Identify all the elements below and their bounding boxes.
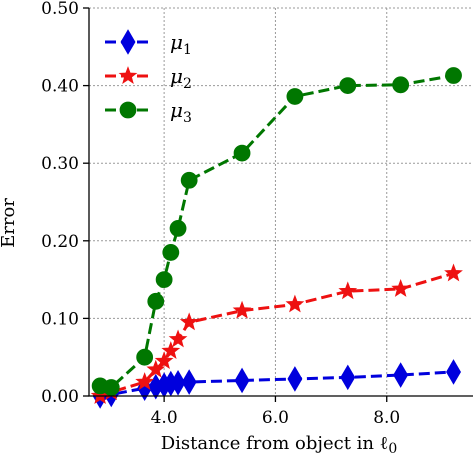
series-layer (90, 67, 463, 409)
series-2-point (168, 329, 188, 348)
series-3-point (180, 171, 198, 189)
series-1-point (446, 359, 461, 385)
series-3-point (136, 348, 154, 366)
x-tick-label: 6.0 (262, 408, 289, 428)
series-2-point (179, 312, 199, 331)
series-2-point (154, 351, 174, 370)
series-3-point (169, 219, 187, 237)
legend-label-symbol: μ (170, 30, 183, 54)
y-tick-label: 0.00 (41, 387, 79, 407)
series-2-point (146, 359, 166, 378)
series-2-point (135, 372, 155, 390)
y-axis-label: Error (0, 198, 19, 248)
grid (89, 7, 473, 397)
legend-label-symbol: μ (170, 98, 183, 122)
series-3-point (162, 244, 180, 261)
series-1-point (181, 369, 197, 395)
series-1-point (287, 366, 303, 392)
series-2-point (338, 281, 358, 300)
tick-labels: 0.00 0.10 0.20 0.30 0.40 0.50 4.0 6.0 8.0 (41, 0, 400, 428)
y-tick-label: 0.30 (41, 154, 79, 174)
series-2-point (161, 341, 181, 359)
y-tick-label: 0.50 (41, 0, 79, 19)
series-1-point (340, 364, 356, 391)
legend-label-symbol: μ (170, 64, 183, 88)
legend-marker (120, 29, 136, 55)
legend-item-2: μ2 (105, 64, 192, 92)
y-tick-label: 0.20 (41, 232, 79, 252)
legend-item-3: μ3 (105, 98, 192, 126)
legend-label: μ2 (170, 64, 192, 92)
legend-label-subscript: 1 (183, 42, 192, 58)
legend-label-subscript: 2 (183, 76, 192, 92)
legend-marker (118, 66, 138, 84)
x-tick-label: 4.0 (151, 408, 178, 428)
series-3-point (102, 379, 120, 396)
legend-label: μ3 (170, 98, 192, 126)
x-axis-label-text: Distance from object in ℓ (161, 433, 389, 454)
series-3-point (147, 292, 165, 310)
y-tick-label: 0.40 (41, 77, 79, 97)
series-3 (91, 67, 462, 396)
legend-label-subscript: 3 (183, 110, 192, 126)
legend-item-1: μ1 (105, 29, 192, 58)
x-tick-label: 8.0 (373, 408, 400, 428)
legend-label: μ1 (170, 30, 192, 58)
series-3-point (392, 76, 410, 94)
series-1-point (393, 362, 409, 388)
series-2-point (391, 279, 411, 297)
series-1-point (234, 367, 250, 394)
series-3-point (286, 88, 304, 105)
x-axis-label-subscript: 0 (388, 441, 397, 457)
series-3-point (445, 67, 462, 84)
y-tick-label: 0.10 (41, 309, 79, 329)
series-2 (90, 263, 463, 404)
series-2-point (444, 263, 463, 282)
x-axis-label: Distance from object in ℓ0 (161, 433, 398, 457)
legend-marker (119, 101, 137, 119)
series-1-point (170, 370, 186, 396)
series-2-point (232, 300, 252, 319)
series-3-point (233, 144, 251, 162)
axis-spines (88, 8, 473, 397)
series-3-point (155, 271, 173, 289)
series-3-point (339, 77, 357, 94)
axes (83, 7, 473, 402)
series-2-point (285, 294, 305, 313)
series-3-line (99, 74, 454, 390)
